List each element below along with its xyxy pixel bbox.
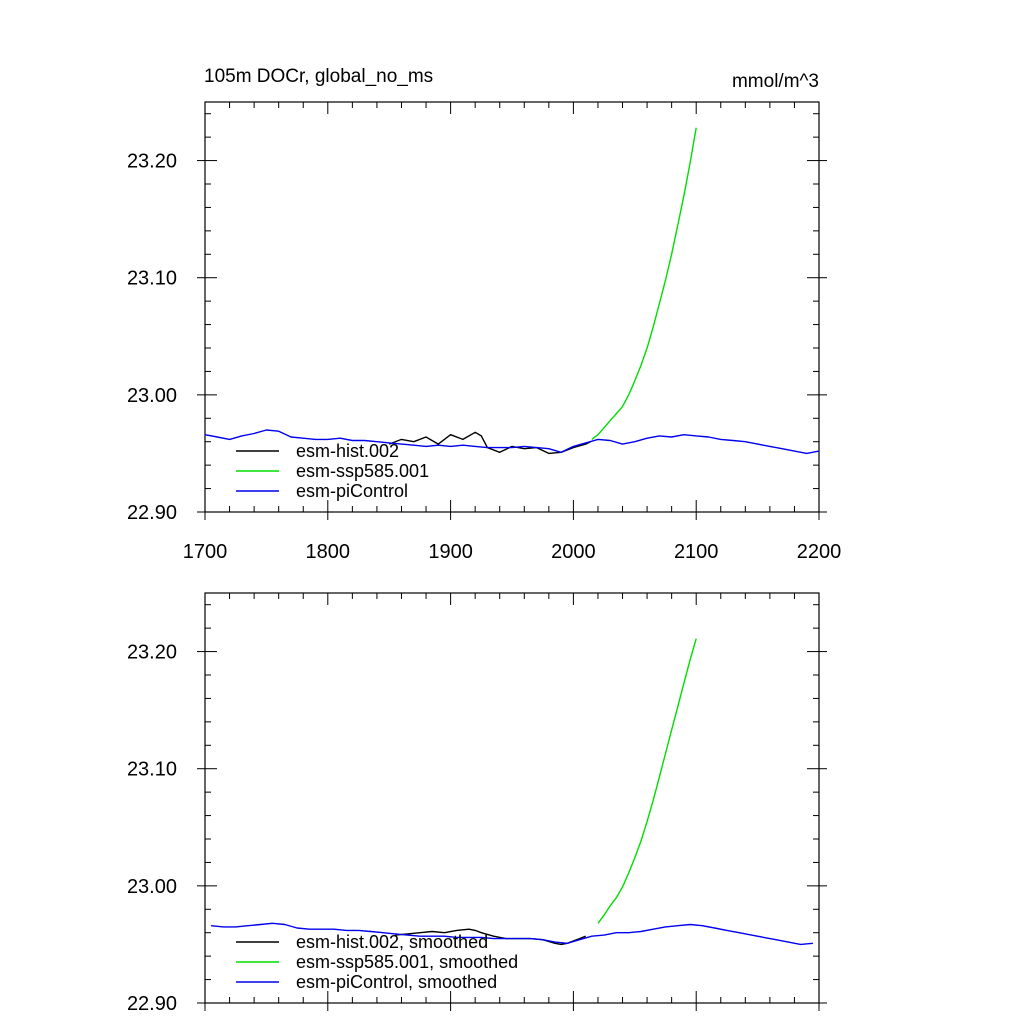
y-tick-label: 23.10	[127, 759, 177, 781]
series-line-ssp	[597, 638, 697, 924]
y-tick-label: 22.90	[127, 993, 177, 1015]
series-line-pi	[204, 429, 820, 455]
x-tick-label: 2000	[551, 541, 596, 563]
y-tick-label: 23.20	[127, 151, 177, 173]
plot-frame	[204, 101, 820, 513]
legend-label-pi: esm-piControl, smoothed	[296, 972, 497, 992]
title-left: 105m DOCr, global_no_ms	[204, 66, 433, 87]
series-line-hist	[388, 431, 591, 455]
series-line-ssp	[591, 127, 697, 440]
x-tick-label: 1900	[428, 541, 473, 563]
y-tick-label: 23.20	[127, 642, 177, 664]
legend-label-ssp: esm-ssp585.001, smoothed	[296, 952, 518, 972]
x-tick-label: 2200	[797, 541, 842, 563]
panel-top: 22.90 23.00 23.10 23.20 1700 1800 1900 2000 2100…	[127, 101, 842, 563]
x-tick-label: 1800	[306, 541, 351, 563]
y-tick-label: 23.00	[127, 876, 177, 898]
y-tick-label: 22.90	[127, 502, 177, 524]
x-tick-label: 1700	[183, 541, 228, 563]
legend-label-ssp: esm-ssp585.001	[296, 461, 429, 481]
y-tick-label: 23.00	[127, 385, 177, 407]
series-line-pi	[211, 922, 813, 946]
legend-label-hist: esm-hist.002, smoothed	[296, 932, 488, 952]
plot-frame	[204, 592, 820, 1004]
y-tick-label: 23.10	[127, 268, 177, 290]
panel-bottom: 22.90 23.00 23.10 23.20 esm-hist.002, smooth…	[127, 592, 827, 1015]
x-tick-label: 2100	[674, 541, 719, 563]
title-right: mmol/m^3	[732, 71, 819, 92]
legend-label-pi: esm-piControl	[296, 481, 408, 501]
legend-label-hist: esm-hist.002	[296, 441, 399, 461]
series-line-hist	[395, 928, 586, 946]
